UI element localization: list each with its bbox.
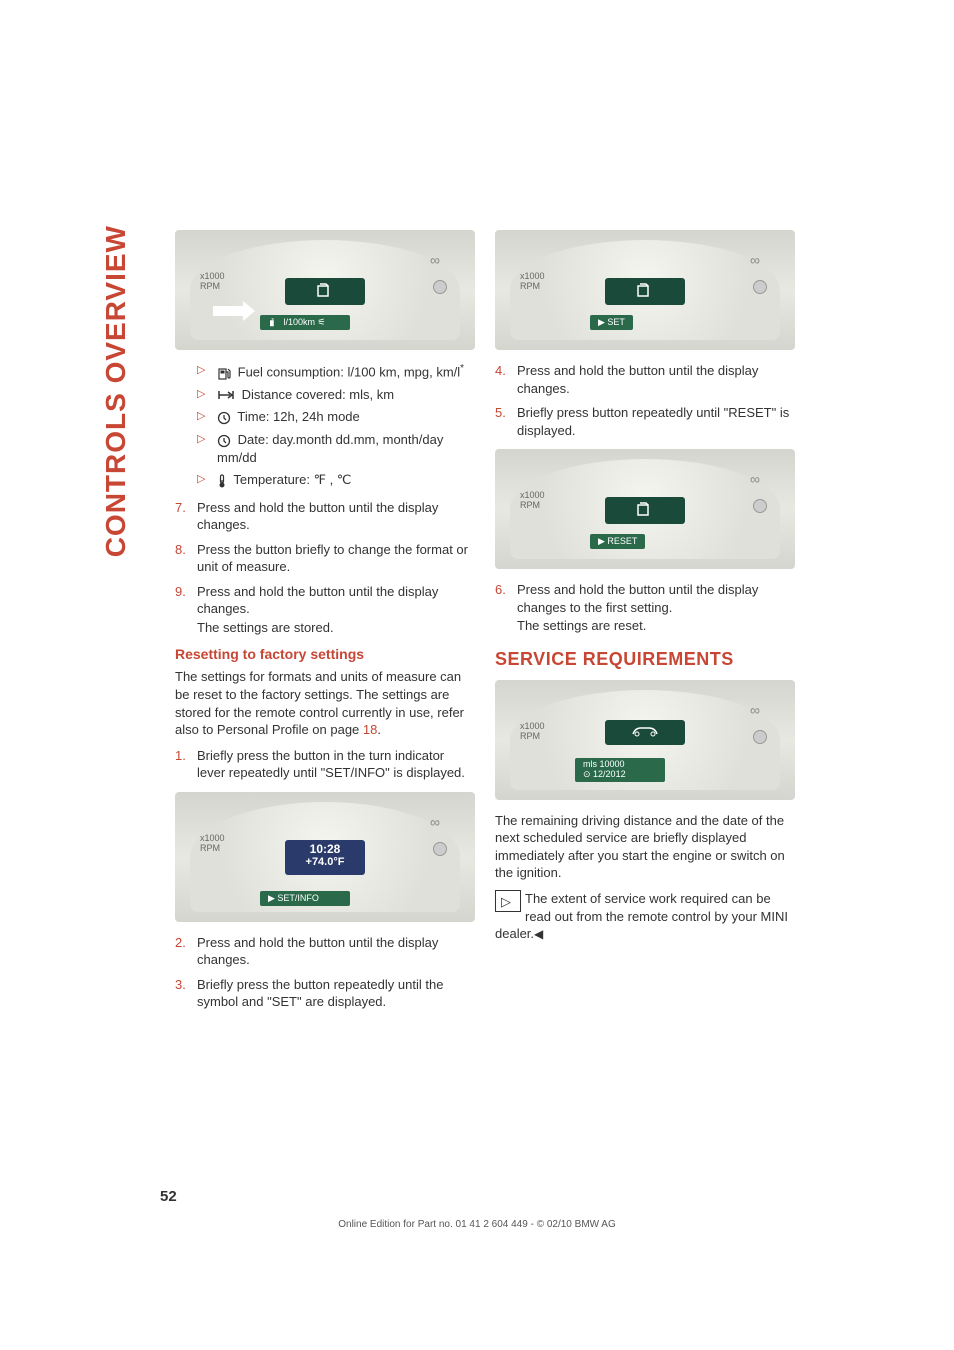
gauge-display-icon <box>285 278 365 305</box>
steps-list-1: 7.Press and hold the button until the di… <box>175 499 475 637</box>
subheading-reset: Resetting to factory settings <box>175 646 475 662</box>
gauge-arrow-indicator <box>213 306 245 316</box>
format-options-list: Fuel consumption: l/100 km, mpg, km/l* D… <box>197 362 475 489</box>
steps-list-2b: 2.Press and hold the button until the di… <box>175 934 475 1011</box>
distance-icon <box>217 389 235 401</box>
section-header-vertical: CONTROLS OVERVIEW <box>100 225 132 557</box>
gauge-figure-4: x1000RPM ▶ RESET ∞ <box>495 449 795 569</box>
page-number: 52 <box>160 1188 177 1205</box>
gauge-rpm-label: x1000RPM <box>520 722 545 742</box>
gauge-submenu-set: ▶ SET <box>590 315 633 330</box>
gauge-rpm-label: x1000RPM <box>520 272 545 292</box>
gauge-knob <box>753 730 767 744</box>
gauge-display-icon <box>605 278 685 305</box>
step-6: 6.Press and hold the button until the di… <box>495 581 795 635</box>
step-7: 7.Press and hold the button until the di… <box>175 499 475 534</box>
gauge-submenu-reset: ▶ RESET <box>590 534 645 549</box>
note-block: The extent of service work required can … <box>495 890 795 943</box>
gauge-figure-2: x1000RPM 10:28 +74.0°F ▶ SET/INFO ∞ <box>175 792 475 922</box>
gauge-display-car-icon <box>605 720 685 745</box>
steps-list-4: 6.Press and hold the button until the di… <box>495 581 795 635</box>
gauge-figure-1: x1000RPM l/100km ⚟ ∞ <box>175 230 475 350</box>
thermometer-icon <box>217 474 227 488</box>
option-time: Time: 12h, 24h mode <box>197 408 475 426</box>
gauge-infinity-icon: ∞ <box>430 814 440 830</box>
left-column: x1000RPM l/100km ⚟ ∞ Fuel consumption: l… <box>175 230 475 1021</box>
step-3: 3.Briefly press the button repeatedly un… <box>175 976 475 1011</box>
option-distance: Distance covered: mls, km <box>197 386 475 404</box>
steps-list-3: 4.Press and hold the button until the di… <box>495 362 795 439</box>
gauge-knob <box>433 280 447 294</box>
step-9: 9.Press and hold the button until the di… <box>175 583 475 637</box>
gauge-infinity-icon: ∞ <box>750 252 760 268</box>
step-1: 1.Briefly press the button in the turn i… <box>175 747 475 782</box>
page-body: x1000RPM l/100km ⚟ ∞ Fuel consumption: l… <box>175 230 795 1021</box>
service-paragraph: The remaining driving distance and the d… <box>495 812 795 882</box>
gauge-figure-3: x1000RPM ▶ SET ∞ <box>495 230 795 350</box>
option-fuel: Fuel consumption: l/100 km, mpg, km/l* <box>197 362 475 381</box>
note-icon <box>495 890 521 912</box>
step-4: 4.Press and hold the button until the di… <box>495 362 795 397</box>
reset-intro-paragraph: The settings for formats and units of me… <box>175 668 475 738</box>
option-temperature: Temperature: ℉ , ℃ <box>197 471 475 489</box>
clock-icon <box>217 411 231 425</box>
option-date: Date: day.month dd.mm, month/day mm/dd <box>197 431 475 466</box>
footer-copyright: Online Edition for Part no. 01 41 2 604 … <box>0 1219 954 1230</box>
page-ref-link[interactable]: 18 <box>363 722 377 737</box>
steps-list-2a: 1.Briefly press the button in the turn i… <box>175 747 475 782</box>
step-8: 8.Press the button briefly to change the… <box>175 541 475 576</box>
gauge-rpm-label: x1000RPM <box>520 491 545 511</box>
gauge-rpm-label: x1000RPM <box>200 834 225 854</box>
right-column: x1000RPM ▶ SET ∞ 4.Press and hold the bu… <box>495 230 795 1021</box>
gauge-display-icon <box>605 497 685 524</box>
gauge-submenu-service: mls 10000 ⊙ 12/2012 <box>575 758 665 782</box>
gauge-submenu-setinfo: ▶ SET/INFO <box>260 891 350 906</box>
step-2: 2.Press and hold the button until the di… <box>175 934 475 969</box>
gauge-display-time: 10:28 +74.0°F <box>285 840 365 876</box>
heading-service-requirements: SERVICE REQUIREMENTS <box>495 649 795 670</box>
gauge-infinity-icon: ∞ <box>750 471 760 487</box>
fuel-icon <box>217 366 231 380</box>
gauge-knob <box>753 280 767 294</box>
gauge-knob <box>433 842 447 856</box>
clock-icon <box>217 434 231 448</box>
step-5: 5.Briefly press button repeatedly until … <box>495 404 795 439</box>
gauge-rpm-label: x1000RPM <box>200 272 225 292</box>
gauge-infinity-icon: ∞ <box>430 252 440 268</box>
gauge-infinity-icon: ∞ <box>750 702 760 718</box>
gauge-submenu-label: l/100km ⚟ <box>260 315 350 330</box>
gauge-figure-5: x1000RPM mls 10000 ⊙ 12/2012 ∞ <box>495 680 795 800</box>
